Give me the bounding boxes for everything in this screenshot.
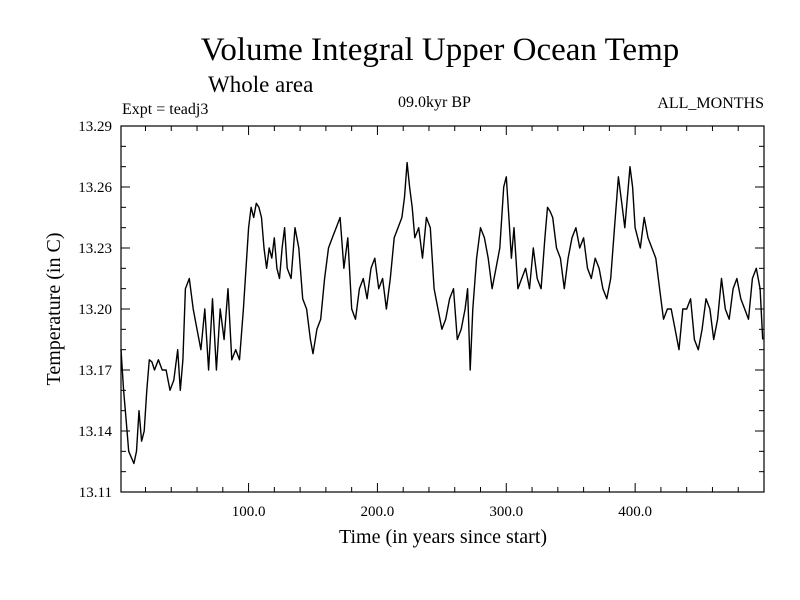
y-tick-label: 13.20 (78, 302, 112, 318)
x-tick-label: 400.0 (618, 504, 652, 520)
series-line (120, 161, 764, 465)
chart-subtitle: Whole area (208, 72, 314, 97)
y-tick-label: 13.26 (78, 180, 112, 196)
y-tick-labels: 13.11 13.14 13.17 13.20 13.23 13.26 13.29 (78, 119, 112, 501)
experiment-label: Expt = teadj3 (122, 101, 209, 118)
y-tick-label: 13.29 (78, 119, 112, 135)
plot-frame (120, 125, 765, 493)
y-axis-label: Temperature (in C) (43, 233, 65, 386)
period-label: 09.0kyr BP (398, 94, 471, 111)
y-tick-label: 13.11 (79, 485, 112, 501)
chart-title: Volume Integral Upper Ocean Temp (200, 32, 680, 68)
y-tick-label: 13.23 (78, 241, 112, 257)
y-tick-label: 13.17 (78, 363, 112, 379)
x-tick-labels: 100.0 200.0 300.0 400.0 (232, 504, 652, 520)
months-label: ALL_MONTHS (657, 95, 764, 112)
x-tick-label: 100.0 (232, 504, 266, 520)
y-tick-label: 13.14 (78, 424, 112, 440)
x-tick-label: 200.0 (361, 504, 395, 520)
x-tick-label: 300.0 (489, 504, 523, 520)
x-axis-label: Time (in years since start) (339, 526, 547, 548)
